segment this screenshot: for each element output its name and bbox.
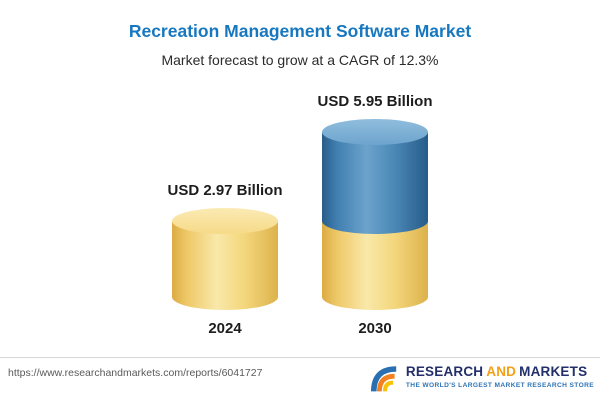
bar-2024: [172, 207, 278, 310]
value-label-2030: USD 5.95 Billion: [317, 92, 433, 110]
bar-2024-top-cap: [172, 207, 278, 234]
value-label-2024: USD 2.97 Billion: [167, 181, 283, 199]
source-url: https://www.researchandmarkets.com/repor…: [8, 367, 263, 379]
axis-label-2030: 2030: [358, 320, 392, 337]
research-and-markets-logo-icon: [370, 366, 397, 392]
brand-and: AND: [486, 364, 517, 380]
chart-subtitle: Market forecast to grow at a CAGR of 12.…: [161, 52, 439, 68]
logo-text: RESEARCH AND MARKETS THE WORLD'S LARGEST M…: [405, 364, 594, 389]
brand-tagline: THE WORLD'S LARGEST MARKET RESEARCH STOR…: [405, 381, 594, 389]
brand-name: RESEARCH AND MARKETS: [405, 364, 588, 380]
brand-logo: RESEARCH AND MARKETS THE WORLD'S LARGEST M…: [369, 361, 594, 393]
bar-2024-body: [172, 220, 278, 310]
bar-2030: [322, 118, 428, 310]
bar-2030-base-segment: [322, 220, 428, 310]
brand-research: RESEARCH: [405, 364, 484, 380]
brand-markets: MARKETS: [519, 364, 588, 380]
footer-divider: [0, 357, 600, 358]
axis-label-2024: 2024: [208, 320, 242, 337]
bar-2030-growth-segment: [322, 131, 428, 234]
chart-title: Recreation Management Software Market: [128, 21, 472, 41]
bar-2030-top-cap: [322, 118, 428, 145]
